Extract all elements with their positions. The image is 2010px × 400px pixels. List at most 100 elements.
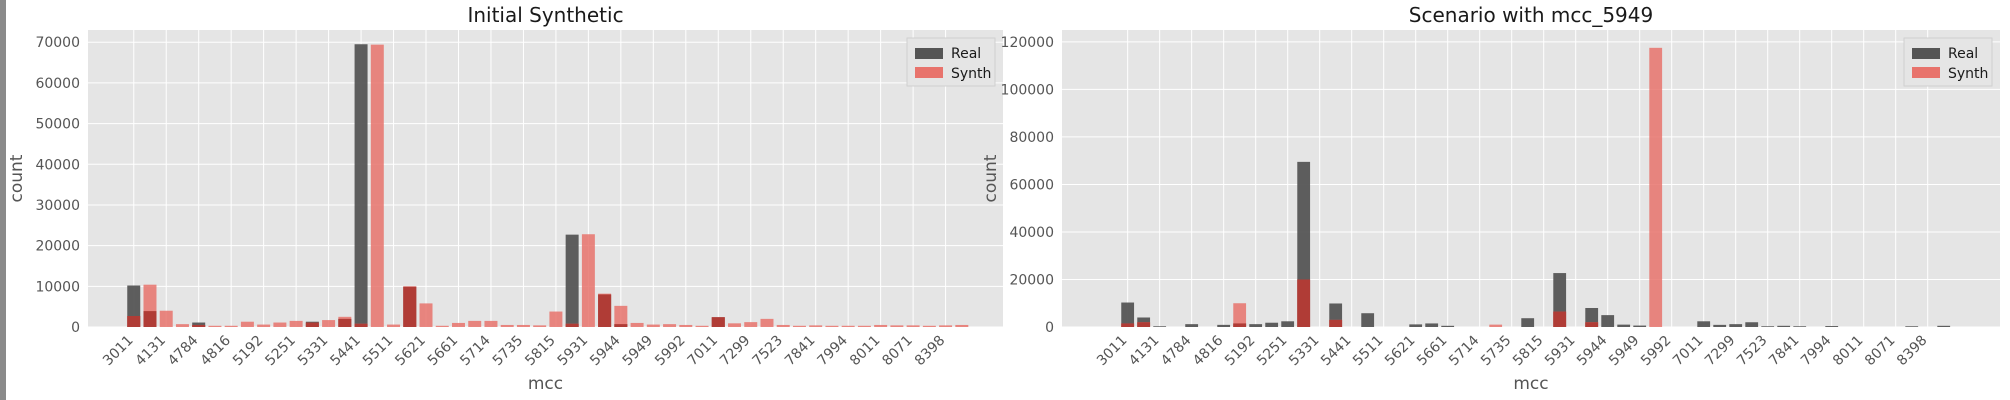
bar-overlap (711, 317, 725, 327)
x-tick-label: 5815 (1510, 333, 1547, 370)
legend-label-synth: Synth (951, 66, 991, 82)
y-axis-label: count (981, 154, 1001, 202)
bar-real (1425, 323, 1439, 327)
legend-label-real: Real (951, 46, 981, 62)
bar-synth (679, 324, 693, 327)
x-tick-label: 7523 (1734, 333, 1771, 370)
bar-overlap (1137, 322, 1151, 327)
x-tick-label: 8071 (1862, 333, 1899, 370)
bar-real (354, 44, 368, 328)
bar-synth (322, 320, 336, 327)
plot-background (1062, 30, 2000, 327)
bar-real (192, 322, 206, 327)
chart-initial-synthetic: 0 10000 20000 30000 40000 50000 60000 70000 301… (7, 3, 1003, 394)
x-tick-labels: 3011413147844816519252515331544155115621… (100, 332, 948, 369)
bar-synth (240, 321, 254, 327)
bar-real (1601, 315, 1615, 327)
y-axis-label: count (7, 154, 27, 202)
bar-overlap (354, 323, 368, 327)
bar-real (1777, 325, 1791, 327)
x-tick-label: 5735 (490, 333, 527, 370)
x-tick-label: 5949 (1606, 333, 1643, 370)
chart-scenario-mcc-5949: 0 20000 40000 60000 80000 100000 120000 301141… (981, 3, 2000, 394)
x-tick-label: 5992 (652, 333, 689, 370)
x-tick-label: 7299 (717, 333, 754, 370)
y-tick-label: 80000 (1009, 130, 1054, 146)
bar-real (1697, 321, 1711, 327)
bar-real (1793, 326, 1807, 327)
x-tick-label: 8011 (847, 333, 884, 370)
x-tick-label: 5192 (1222, 333, 1259, 370)
x-axis-label: mcc (528, 374, 563, 394)
legend-label-real: Real (1948, 46, 1978, 62)
bar-real (1937, 325, 1951, 327)
legend-swatch-real (915, 48, 943, 59)
bar-synth (825, 325, 839, 327)
legend-swatch-real (1912, 48, 1940, 59)
x-tick-label: 5931 (1542, 333, 1579, 370)
bar-synth (370, 44, 384, 327)
bar-overlap (1329, 319, 1343, 327)
y-tick-label: 20000 (35, 239, 80, 255)
bar-real (1249, 324, 1263, 327)
bar-real (1185, 324, 1199, 327)
bar-synth (435, 325, 449, 327)
x-tick-label: 8398 (1894, 333, 1931, 370)
x-tick-label: 3011 (1094, 333, 1131, 370)
x-tick-label: 5944 (587, 332, 624, 369)
bars (127, 44, 969, 328)
bar-real (565, 234, 579, 327)
bars (1121, 47, 1951, 327)
bar-real (1745, 322, 1759, 327)
legend: Real Synth (1903, 37, 1993, 87)
bar-synth (208, 325, 222, 327)
bar-synth (792, 325, 806, 327)
x-tick-label: 8071 (879, 333, 916, 370)
legend-swatch-synth (915, 67, 943, 78)
y-tick-label: 40000 (1009, 225, 1054, 241)
bar-real (1441, 325, 1455, 327)
bar-synth (500, 324, 514, 327)
x-tick-label: 5621 (392, 333, 429, 370)
plot-background (88, 30, 1003, 327)
y-tick-label: 40000 (35, 157, 80, 173)
x-tick-label: 5511 (360, 333, 397, 370)
y-tick-label: 0 (1045, 320, 1054, 336)
x-tick-label: 5944 (1574, 332, 1611, 369)
bar-real (1281, 321, 1295, 327)
bar-overlap (127, 316, 141, 327)
x-tick-label: 5931 (555, 333, 592, 370)
y-tick-label: 100000 (1001, 82, 1054, 98)
chart-title: Initial Synthetic (467, 3, 623, 27)
legend: Real Synth (906, 37, 996, 87)
legend-swatch-synth (1912, 67, 1940, 78)
x-tick-label: 5511 (1350, 333, 1387, 370)
bar-overlap (1233, 323, 1247, 327)
bar-real (1361, 313, 1375, 327)
bar-synth (159, 310, 173, 327)
bar-overlap (403, 286, 417, 327)
x-tick-label: 7841 (1766, 333, 1803, 370)
x-tick-label: 5441 (327, 333, 364, 370)
x-tick-label: 7011 (685, 333, 722, 370)
x-tick-label: 5714 (457, 332, 494, 369)
bar-synth (614, 305, 628, 327)
x-tick-label: 5949 (620, 333, 657, 370)
bar-synth (257, 324, 271, 327)
bar-synth (939, 325, 953, 327)
bar-synth (874, 324, 888, 327)
bar-overlap (598, 294, 612, 327)
x-tick-label: 5441 (1318, 333, 1355, 370)
y-tick-label: 60000 (1009, 177, 1054, 193)
bar-synth (516, 324, 530, 327)
bar-synth (955, 324, 969, 327)
y-tick-labels: 0 20000 40000 60000 80000 100000 120000 (1001, 35, 1054, 336)
bar-real (1617, 324, 1631, 327)
bar-synth (841, 325, 855, 327)
bar-synth (857, 325, 871, 327)
x-tick-labels: 3011413147844816519252515331544155115621… (1094, 332, 1931, 369)
bar-real (1729, 324, 1743, 327)
bar-real (1153, 326, 1167, 327)
bar-synth (387, 324, 401, 327)
x-tick-label: 5735 (1478, 333, 1515, 370)
